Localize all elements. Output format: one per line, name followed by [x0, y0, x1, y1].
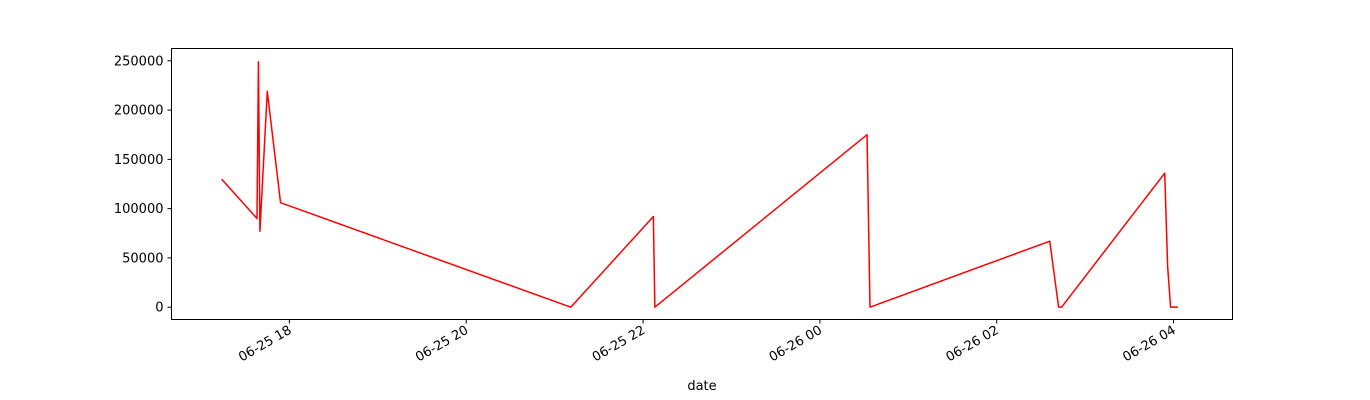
y-axis: 0 50000 100000 150000 200000 250000 [114, 54, 172, 316]
y-tick-label: 200000 [114, 104, 164, 119]
y-tick-label: 150000 [114, 153, 164, 168]
plot-area [221, 61, 1178, 308]
series-line-0 [221, 61, 1178, 308]
y-tick-label: 100000 [114, 202, 164, 217]
plot-frame [171, 48, 1233, 320]
x-axis-label: date [687, 379, 716, 394]
y-tick-label: 250000 [114, 54, 164, 69]
y-tick-label: 50000 [122, 251, 163, 266]
y-tick-label: 0 [155, 301, 163, 316]
